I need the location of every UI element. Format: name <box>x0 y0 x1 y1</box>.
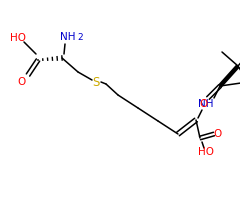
Text: NH: NH <box>198 99 214 109</box>
Text: HO: HO <box>10 33 26 43</box>
Text: 2: 2 <box>77 32 83 42</box>
Text: HO: HO <box>198 147 214 157</box>
Text: O: O <box>200 99 208 109</box>
Text: O: O <box>214 129 222 139</box>
Text: O: O <box>18 77 26 87</box>
Text: S: S <box>92 75 100 88</box>
Text: NH: NH <box>60 32 76 42</box>
